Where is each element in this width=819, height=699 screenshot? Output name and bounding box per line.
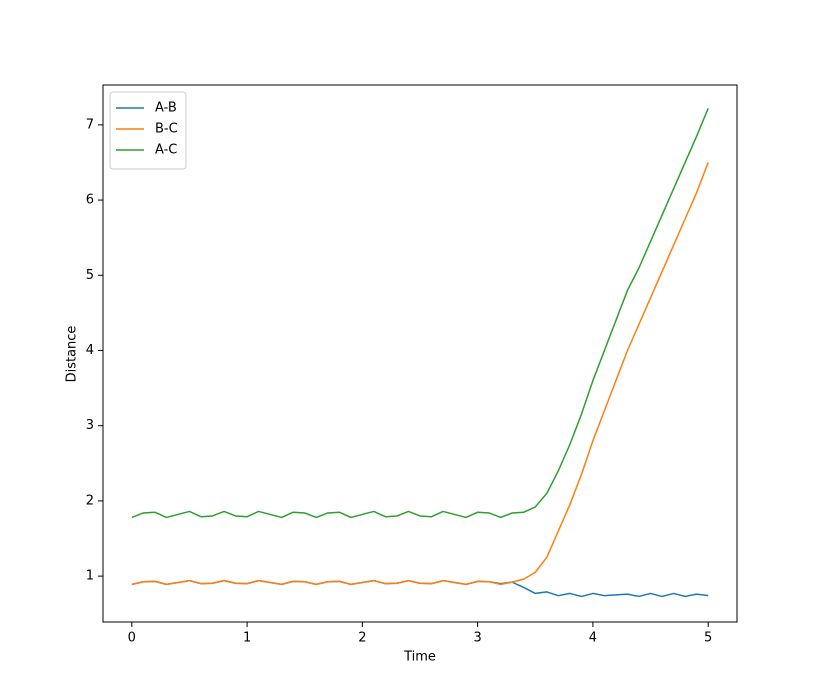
y-tick-label: 6 [86, 193, 94, 208]
y-axis-label: Distance [65, 326, 80, 383]
y-tick-label: 7 [86, 117, 94, 132]
line-series [131, 108, 709, 519]
x-tick-label: 5 [704, 631, 712, 646]
x-tick-label: 1 [243, 631, 251, 646]
y-tick-label: 5 [86, 268, 94, 283]
y-tick-label: 3 [86, 418, 94, 433]
y-tick-label: 1 [86, 569, 94, 584]
legend-label: A-B [155, 101, 177, 116]
line-series [131, 162, 709, 586]
plot-frame [102, 84, 738, 623]
y-tick-label: 4 [86, 343, 94, 358]
x-tick-label: 4 [589, 631, 597, 646]
legend-label: A-C [155, 143, 177, 158]
x-tick-label: 3 [473, 631, 481, 646]
legend-label: B-C [155, 122, 178, 137]
x-tick-label: 0 [128, 631, 136, 646]
x-axis-label: Time [403, 650, 436, 665]
x-tick-label: 2 [358, 631, 366, 646]
y-tick-label: 2 [86, 493, 94, 508]
